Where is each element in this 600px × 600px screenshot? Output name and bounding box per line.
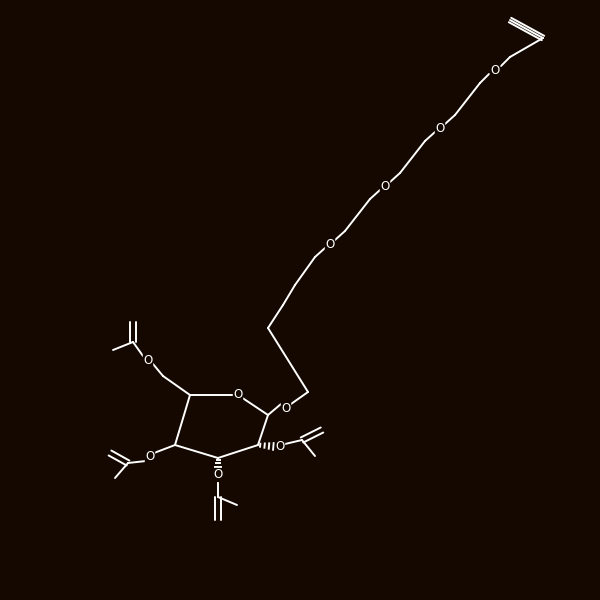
Text: O: O: [214, 469, 223, 481]
Text: O: O: [380, 179, 389, 193]
Text: O: O: [233, 389, 242, 401]
Text: O: O: [281, 401, 290, 415]
Text: O: O: [143, 353, 152, 367]
Text: O: O: [490, 64, 500, 76]
Text: O: O: [436, 121, 445, 134]
Text: O: O: [275, 440, 284, 454]
Text: O: O: [145, 451, 155, 463]
Text: O: O: [325, 238, 335, 251]
